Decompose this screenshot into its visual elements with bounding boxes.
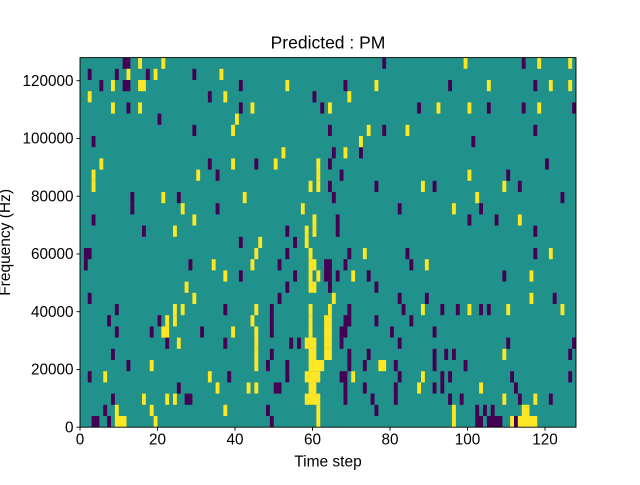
svg-text:20: 20: [149, 432, 166, 449]
svg-text:0: 0: [65, 419, 74, 436]
svg-text:80: 80: [381, 432, 398, 449]
svg-text:Time step: Time step: [294, 454, 361, 471]
svg-text:20000: 20000: [31, 362, 74, 379]
svg-text:40: 40: [226, 432, 243, 449]
svg-text:40000: 40000: [31, 304, 74, 321]
svg-text:60: 60: [304, 432, 321, 449]
svg-text:Frequency (Hz): Frequency (Hz): [0, 189, 14, 296]
svg-text:120: 120: [532, 432, 558, 449]
svg-text:100000: 100000: [22, 131, 73, 148]
svg-text:60000: 60000: [31, 246, 74, 263]
svg-text:Predicted : PM: Predicted : PM: [271, 33, 386, 53]
svg-text:120000: 120000: [22, 73, 73, 90]
svg-text:100: 100: [455, 432, 481, 449]
svg-text:0: 0: [76, 432, 85, 449]
svg-text:80000: 80000: [31, 188, 74, 205]
